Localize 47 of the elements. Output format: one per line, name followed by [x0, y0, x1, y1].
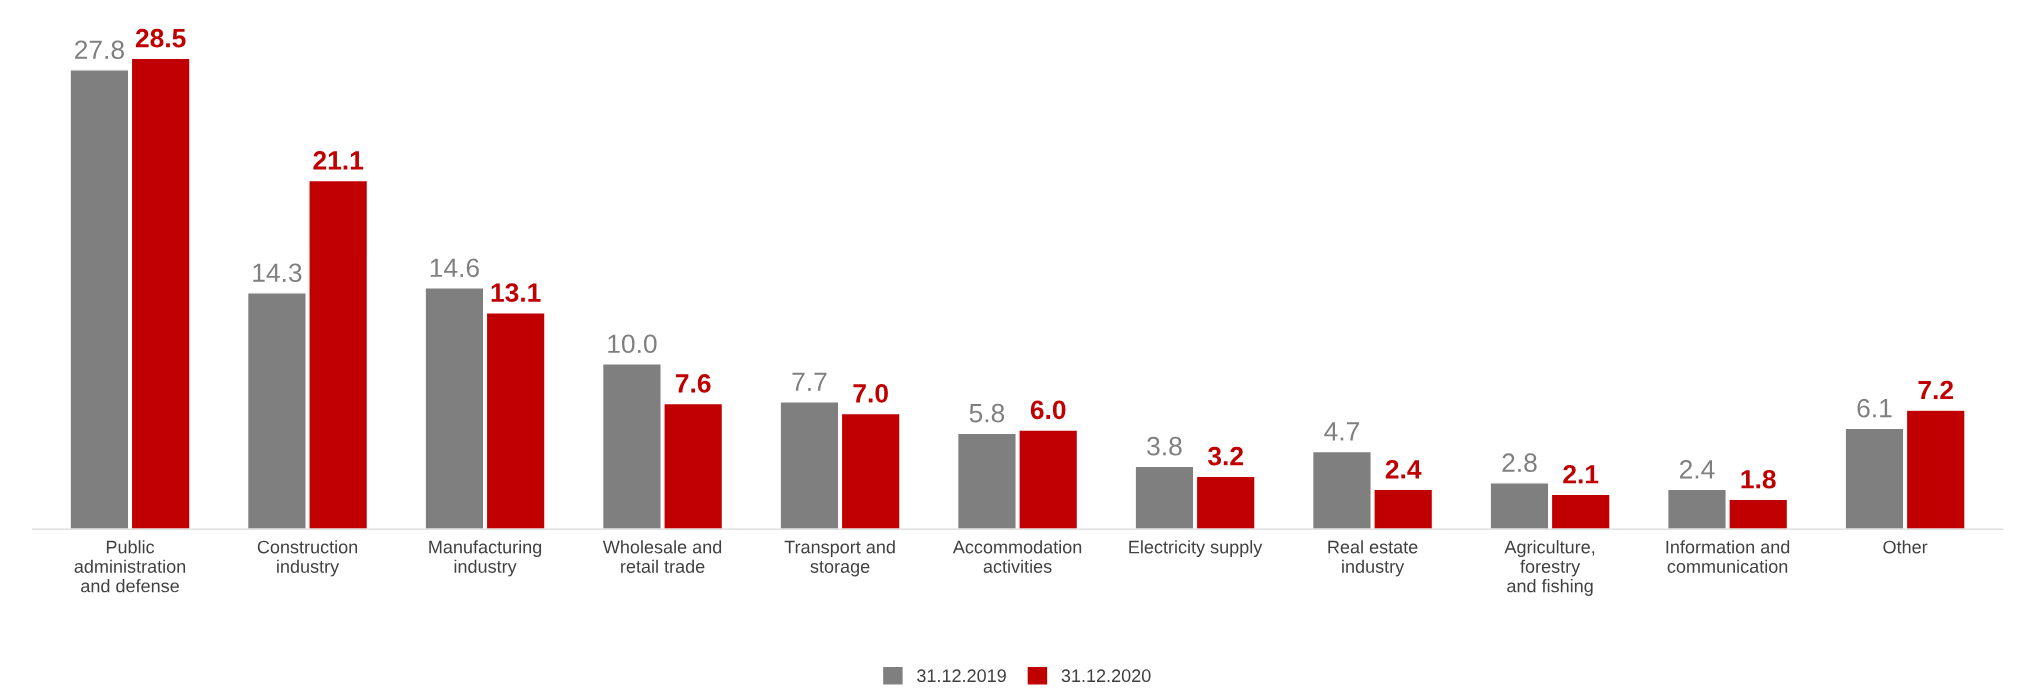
data-label: 14.3 — [253, 263, 302, 283]
x-tick-label: Real estate industry — [1328, 540, 1418, 577]
x-tick-label: Other — [1883, 540, 1928, 554]
bar — [69, 69, 130, 530]
data-label: 7.2 — [1918, 380, 1953, 400]
data-label: 1.8 — [1741, 469, 1776, 489]
data-label: 7.6 — [675, 374, 711, 393]
data-label: 6.0 — [1030, 400, 1066, 420]
x-tick-label: Transport and storage — [784, 540, 895, 577]
x-tick-label: Manufacturing industry — [429, 540, 542, 577]
bar — [840, 412, 901, 530]
data-label: 5.8 — [969, 403, 1005, 423]
x-tick-label: Information and communication — [1666, 540, 1790, 573]
bar — [1134, 465, 1195, 530]
data-label: 13.1 — [491, 283, 541, 302]
bar — [485, 311, 546, 530]
x-tick-label: Agriculture, forestry and fishing — [1504, 540, 1595, 596]
x-tick-label: Public administration and defense — [74, 540, 186, 593]
data-label: 6.1 — [1857, 398, 1892, 418]
bar — [130, 57, 191, 530]
x-tick-label: Electricity supply — [1129, 540, 1263, 558]
data-label: 28.5 — [135, 28, 186, 48]
data-label: 10.0 — [608, 334, 657, 354]
data-label: 2.1 — [1563, 464, 1599, 484]
x-tick-label: Construction industry — [257, 540, 358, 577]
data-label: 7.7 — [792, 372, 827, 391]
bar — [1489, 482, 1550, 530]
bar — [1550, 493, 1611, 530]
legend-label: 31.12.2020 — [1061, 669, 1151, 683]
x-tick-label: Wholesale and retail trade — [602, 540, 722, 573]
data-label: 27.8 — [75, 40, 124, 60]
data-label: 4.7 — [1324, 422, 1359, 441]
data-label: 3.2 — [1207, 446, 1243, 466]
x-tick-label: Accommodation activities — [952, 540, 1082, 573]
bar — [779, 401, 840, 530]
data-label: 2.4 — [1385, 459, 1422, 479]
data-label: 14.6 — [430, 258, 479, 278]
data-label: 3.8 — [1147, 436, 1182, 456]
bar — [424, 287, 485, 530]
data-label: 7.0 — [853, 383, 888, 403]
data-label: 2.8 — [1502, 453, 1537, 473]
bar — [1844, 427, 1905, 530]
data-label: 21.1 — [313, 151, 364, 170]
bar — [1905, 409, 1966, 530]
legend-label: 31.12.2019 — [917, 669, 1006, 683]
bar — [1195, 475, 1256, 530]
data-label: 2.4 — [1679, 459, 1715, 479]
